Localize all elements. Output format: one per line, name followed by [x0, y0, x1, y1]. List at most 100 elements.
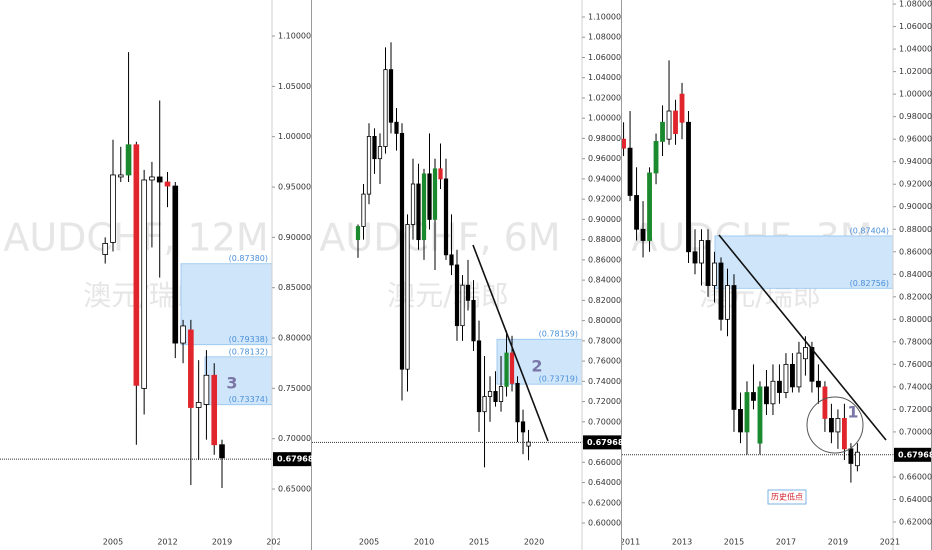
x-tick-label: 2015 [724, 538, 744, 547]
candle-body [388, 69, 394, 123]
candle-body [195, 402, 202, 408]
candle-body [487, 391, 493, 397]
y-tick-label: 0.98000 [899, 112, 932, 121]
candle-body [783, 363, 789, 393]
candle-body [421, 173, 427, 241]
candle-body [679, 93, 685, 123]
y-tick-label: 0.82000 [588, 296, 621, 305]
candle-body [692, 251, 698, 264]
x-tick-label: 2020 [524, 538, 544, 547]
zone-label: (0.87380) [229, 254, 268, 263]
candle-body [803, 347, 808, 360]
candle-body [622, 138, 626, 149]
candle-body [416, 183, 421, 241]
x-tick-label: 2005 [103, 538, 123, 547]
candle-body [770, 380, 776, 405]
y-tick-label: 0.78000 [899, 337, 932, 346]
candle-body [482, 396, 487, 413]
y-tick-label: 0.95000 [278, 183, 311, 192]
zone-label: (0.78159) [539, 330, 578, 339]
trendline [472, 244, 549, 442]
y-tick-label: 1.02000 [899, 67, 932, 76]
y-tick-label: 1.10000 [588, 13, 621, 22]
y-tick-label: 0.80000 [588, 316, 621, 325]
candle-body [738, 409, 743, 433]
candle-body [211, 374, 218, 446]
candle-body [471, 299, 476, 342]
price-label-bg [894, 447, 931, 462]
candle-body [848, 448, 854, 464]
candle-body [809, 347, 815, 382]
y-tick-label: 0.90000 [588, 215, 621, 224]
chart-panel: AUDCHF, 6M澳元/瑞郎(0.78159)(0.73719)20.6000… [312, 0, 622, 550]
y-tick-label: 0.82000 [899, 292, 932, 301]
candle-body [443, 178, 449, 256]
candle-body [509, 352, 515, 384]
x-tick-label: 2005 [359, 538, 379, 547]
candle-body [777, 380, 782, 393]
candle-body [757, 386, 763, 444]
note: 历史低点 [771, 492, 803, 502]
candle-body [219, 444, 225, 459]
y-tick-label: 1.00000 [588, 114, 621, 123]
y-tick-label: 0.70000 [588, 417, 621, 426]
note-box [767, 489, 807, 505]
candle-body [102, 243, 109, 255]
y-tick-label: 0.80000 [278, 334, 311, 343]
y-tick-label: 0.74000 [588, 377, 621, 386]
y-tick-label: 0.64000 [588, 478, 621, 487]
x-tick-label: 2021 [880, 538, 900, 547]
zone-label: (0.73374) [229, 395, 268, 404]
y-tick-label: 0.88000 [899, 225, 932, 234]
candle-body [520, 421, 526, 433]
chart-panel: AUDCHF, 3M澳元/瑞郎(0.87404)(0.82756)1历史低点0.… [622, 0, 932, 550]
candle-body [647, 172, 652, 241]
y-tick-label: 0.72000 [588, 397, 621, 406]
y-tick-label: 0.62000 [899, 518, 932, 527]
y-tick-label: 1.08000 [899, 0, 932, 9]
candle-body [718, 262, 724, 320]
price-label: 0.67968 [277, 455, 312, 464]
candle-body [172, 185, 179, 344]
candle-body [744, 392, 750, 433]
x-tick-label: 2015 [469, 538, 489, 547]
y-tick-label: 1.02000 [588, 93, 621, 102]
y-tick-label: 1.10000 [278, 32, 311, 41]
y-tick-label: 0.76000 [899, 360, 932, 369]
candle-body [180, 325, 186, 344]
candle-body [498, 385, 504, 402]
candle-body [438, 168, 443, 180]
y-tick-label: 0.70000 [278, 434, 311, 443]
zone-label: (0.82756) [850, 279, 889, 288]
candle-body [405, 224, 410, 370]
y-tick-label: 0.75000 [278, 384, 311, 393]
candle-body [399, 132, 405, 370]
candle-body [465, 284, 471, 301]
axis-bg [582, 0, 622, 550]
y-tick-label: 0.88000 [588, 235, 621, 244]
candle-body [666, 110, 672, 140]
x-tick-label: 2026 [266, 538, 286, 547]
y-tick-label: 0.84000 [899, 270, 932, 279]
candle-body [634, 195, 639, 230]
y-tick-label: 0.65000 [278, 485, 311, 494]
candle-body [526, 441, 531, 447]
candle-body [764, 386, 769, 405]
y-tick-label: 1.00000 [899, 90, 932, 99]
candle-body [627, 147, 633, 196]
y-tick-label: 1.04000 [899, 45, 932, 54]
y-tick-label: 0.70000 [899, 427, 932, 436]
y-tick-label: 0.64000 [899, 495, 932, 504]
y-tick-label: 0.78000 [588, 336, 621, 345]
x-tick-label: 2012 [157, 538, 177, 547]
y-tick-label: 1.00000 [278, 132, 311, 141]
candle-body [705, 240, 711, 286]
candle-body [366, 136, 372, 195]
candle-body [372, 136, 377, 160]
zone-label: (0.78132) [229, 347, 268, 356]
candle-body [476, 340, 482, 413]
candle-body [725, 285, 730, 320]
candle-body [125, 144, 132, 176]
x-tick-label: 2017 [776, 538, 796, 547]
y-tick-label: 1.04000 [588, 73, 621, 82]
